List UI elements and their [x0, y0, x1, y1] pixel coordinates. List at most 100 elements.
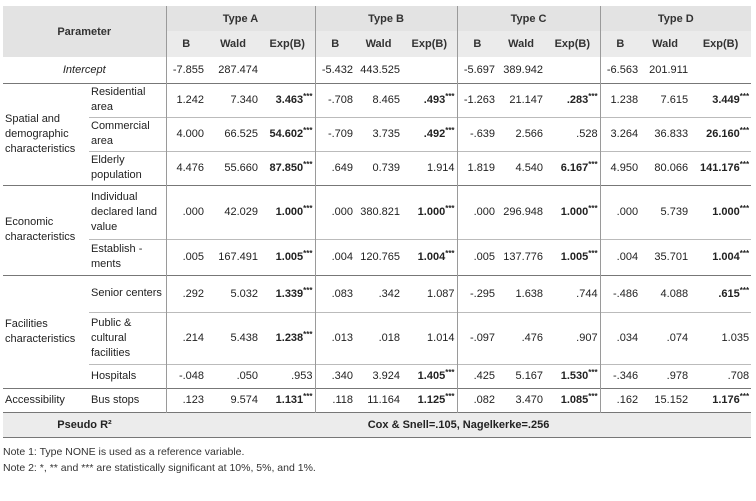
wald-value: .050 — [206, 363, 261, 388]
wald-value: 296.948 — [497, 184, 546, 239]
significance-stars: *** — [445, 126, 455, 135]
wald-value: 3.735 — [355, 116, 403, 151]
wald-value: .018 — [355, 311, 403, 364]
b-value: -5.697 — [456, 57, 498, 83]
expb-value: 1.005*** — [545, 238, 601, 275]
row-label-residential: Residential area — [89, 82, 167, 117]
expb-value: 1.035 — [690, 311, 752, 364]
b-value: .005 — [165, 238, 207, 275]
wald-value: .074 — [640, 311, 691, 364]
expb-value: 1.914 — [402, 150, 458, 185]
expb-value: .283*** — [545, 82, 601, 117]
expb-number: 54.602 — [269, 128, 304, 140]
wald-value: 15.152 — [640, 387, 691, 412]
expb-number: 1.125 — [417, 394, 446, 406]
wald-value: 5.438 — [206, 311, 261, 364]
expb-number: 141.176 — [699, 162, 740, 174]
col-expb: Exp(B) — [260, 31, 316, 57]
expb-number: 1.000 — [560, 206, 589, 218]
expb-value: 1.014 — [402, 311, 458, 364]
category-spatial: Spatial and demographic characteristics — [3, 82, 89, 185]
b-value: .004 — [314, 238, 356, 275]
significance-stars: *** — [445, 92, 455, 101]
b-value: .162 — [599, 387, 641, 412]
significance-stars: *** — [739, 204, 750, 213]
row-label-public: Public & cultural facilities — [89, 311, 167, 364]
wald-value: 11.164 — [355, 387, 403, 412]
b-value: 3.264 — [599, 116, 641, 151]
expb-value: 1.530*** — [545, 363, 601, 388]
table-row: Spatial and demographic characteristics … — [3, 82, 752, 185]
expb-number: 87.850 — [269, 162, 304, 174]
significance-stars: *** — [303, 126, 313, 135]
significance-stars: *** — [303, 285, 313, 295]
table-row: Accessibility Bus stops .123 9.574 1.131 ***… — [3, 387, 752, 412]
significance-stars: *** — [739, 126, 750, 135]
significance-stars: *** — [588, 368, 598, 377]
expb-value: 1.125*** — [402, 387, 458, 412]
b-value: -.295 — [456, 274, 498, 312]
expb-value: 26.160*** — [690, 116, 752, 151]
significance-stars: *** — [445, 368, 455, 377]
b-value: 4.476 — [165, 150, 207, 185]
expb-value: 1.005*** — [260, 238, 316, 275]
category-facilities: Facilities characteristics — [3, 274, 89, 388]
pseudo-r2-value: Cox & Snell=.105, Nagelkerke=.256 — [166, 411, 752, 438]
intercept-row: Intercept -7.855 287.474 -5.432 443.525 -5.6… — [3, 57, 751, 83]
table-row: Commercial area 4.000 66.525 54.602*** -.709… — [3, 116, 752, 151]
b-value: 1.238 — [599, 82, 641, 117]
expb-value: 87.850*** — [260, 150, 316, 185]
expb-value: 3.449*** — [690, 82, 752, 117]
significance-stars: *** — [588, 92, 598, 101]
col-b: B — [456, 31, 498, 57]
row-label-bus: Bus stops — [89, 387, 167, 412]
wald-value: 1.638 — [497, 274, 546, 312]
significance-stars: *** — [303, 249, 313, 258]
expb-value: 1.405*** — [402, 363, 458, 388]
b-value: .123 — [165, 387, 207, 412]
table-row: Economic characteristics Individual decl… — [3, 184, 752, 275]
expb-value — [402, 57, 457, 83]
b-value: .005 — [456, 238, 498, 275]
expb-value: .492*** — [402, 116, 458, 151]
expb-number: .615 — [718, 287, 740, 300]
b-value: -.708 — [314, 82, 356, 117]
significance-stars: *** — [739, 160, 750, 169]
b-value: -.346 — [599, 363, 641, 388]
b-value: .425 — [456, 363, 498, 388]
significance-stars: *** — [739, 392, 750, 401]
b-value: .000 — [456, 184, 498, 239]
type-b-header: Type B — [314, 6, 458, 31]
row-label-establish: Establish -ments — [89, 238, 167, 275]
expb-value: 1.087 — [402, 274, 458, 312]
expb-value: 1.000*** — [402, 184, 458, 239]
col-expb: Exp(B) — [545, 31, 601, 57]
col-b: B — [314, 31, 356, 57]
col-wald: Wald — [640, 31, 691, 57]
b-value: -.097 — [456, 311, 498, 364]
wald-value: 36.833 — [640, 116, 691, 151]
expb-number: 1.405 — [417, 370, 446, 382]
category-economic: Economic characteristics — [3, 184, 89, 275]
b-value: -.639 — [456, 116, 498, 151]
expb-value: 3.463*** — [260, 82, 316, 117]
expb-number: 1.339 — [275, 287, 304, 300]
wald-value: .476 — [497, 311, 546, 364]
intercept-label: Intercept — [62, 63, 106, 76]
expb-value — [545, 57, 600, 83]
expb-number: .492 — [423, 128, 446, 140]
b-value: .649 — [314, 150, 356, 185]
col-wald: Wald — [206, 31, 261, 57]
expb-number: 1.131 — [275, 394, 304, 406]
row-label-commercial: Commercial area — [89, 116, 167, 151]
category-accessibility: Accessibility — [3, 387, 89, 412]
wald-value: 167.491 — [206, 238, 261, 275]
wald-value: 7.615 — [640, 82, 691, 117]
b-value: 1.242 — [165, 82, 207, 117]
expb-value: 1.000*** — [260, 184, 316, 239]
significance-stars: *** — [303, 204, 313, 213]
significance-stars: *** — [588, 204, 598, 213]
expb-number: 1.085 — [560, 394, 589, 406]
wald-value: 9.574 — [206, 387, 261, 412]
b-value: .000 — [165, 184, 207, 239]
